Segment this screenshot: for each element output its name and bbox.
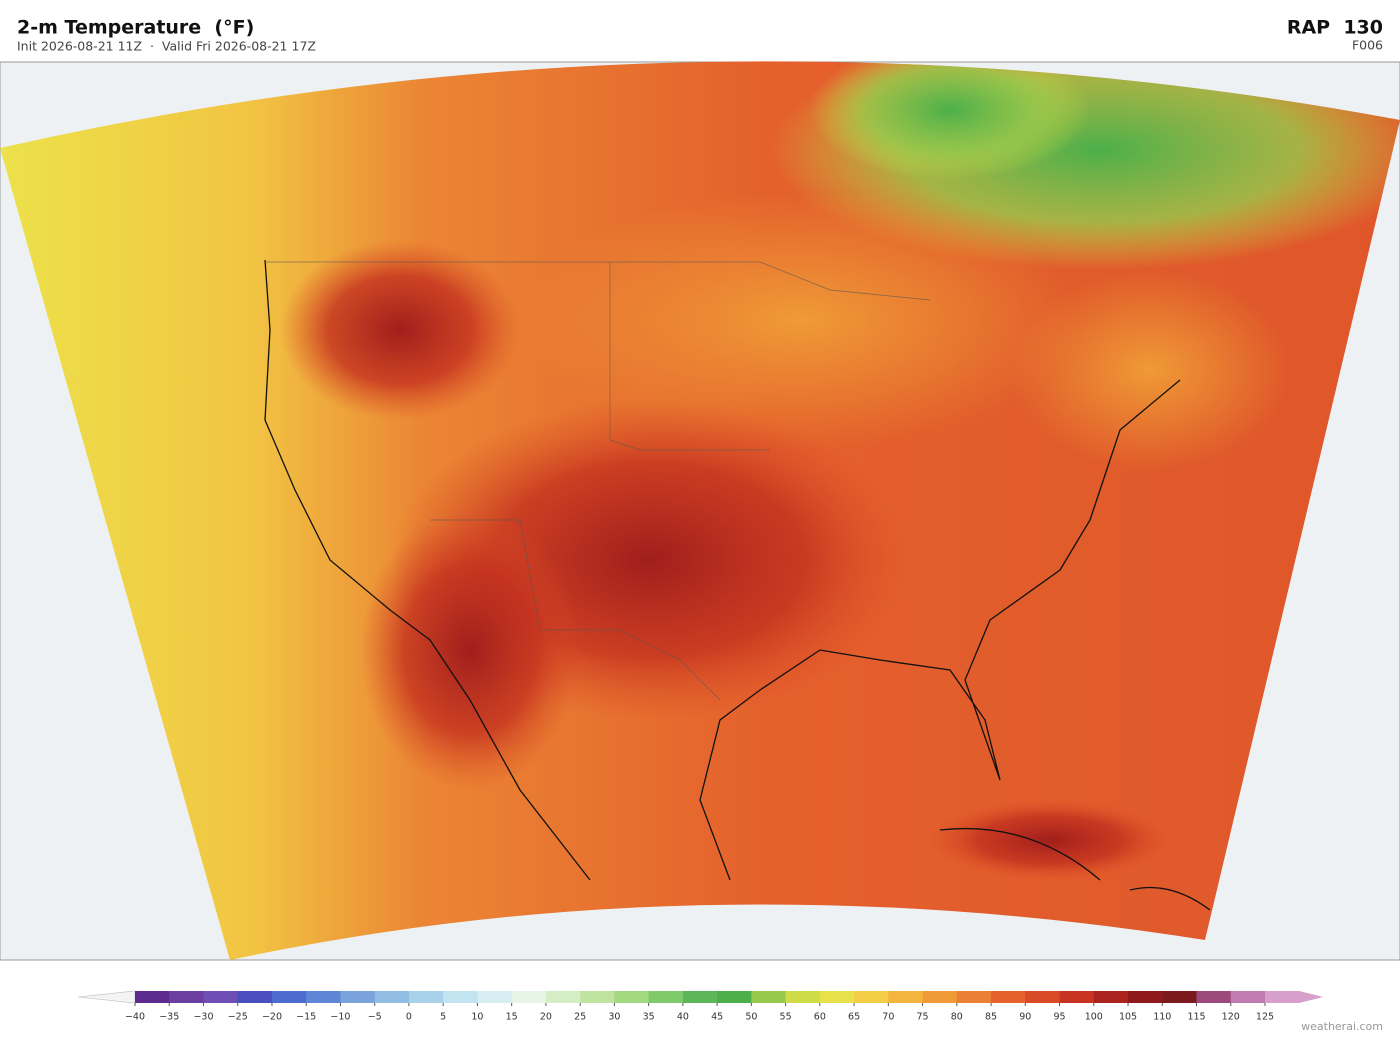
colorbar-tick-label: 5: [440, 1012, 446, 1023]
colorbar-tick-label: −15: [296, 1012, 316, 1023]
colorbar-tick-label: 110: [1153, 1012, 1171, 1023]
colorbar-bin: [237, 991, 273, 1003]
colorbar-bin: [408, 991, 444, 1003]
colorbar-bin: [751, 991, 787, 1003]
colorbar-bin: [888, 991, 924, 1003]
colorbar-tick-label: 115: [1187, 1012, 1205, 1023]
colorbar-tick-label: 10: [471, 1012, 483, 1023]
colorbar-bin: [922, 991, 958, 1003]
colorbar-tick-label: −10: [330, 1012, 350, 1023]
colorbar-tick-label: 95: [1053, 1012, 1065, 1023]
colorbar-bin: [614, 991, 650, 1003]
colorbar: −40 −35 −30 −25 −20 −15 −10 −5 0 5 10 15 20 25 30 35 40 4…: [77, 990, 1324, 1023]
colorbar-tick-label: 20: [540, 1012, 552, 1023]
colorbar-bin: [340, 991, 376, 1003]
colorbar-tick-label: 70: [882, 1012, 894, 1023]
colorbar-bin: [374, 991, 410, 1003]
forecast-hour: F006: [1352, 38, 1383, 53]
model-label: RAP 130: [1287, 17, 1383, 39]
colorbar-tick-label: 40: [677, 1012, 689, 1023]
colorbar-tick-label: 100: [1085, 1012, 1103, 1023]
colorbar-bin: [717, 991, 752, 1003]
title: 2-m Temperature (°F): [17, 17, 254, 39]
colorbar-bin: [443, 991, 478, 1003]
temperature-field: [0, 61, 1400, 960]
colorbar-tick-label: −5: [368, 1012, 382, 1023]
colorbar-tick-label: 0: [406, 1012, 412, 1023]
colorbar-bin: [1093, 991, 1129, 1003]
colorbar-bin: [991, 991, 1026, 1003]
colorbar-tick-label: −20: [262, 1012, 282, 1023]
borders: [265, 261, 931, 701]
subtitle: Init 2026-08-21 11Z · Valid Fri 2026-08-…: [17, 39, 316, 54]
colorbar-extend-high: [1299, 991, 1324, 1003]
colorbar-tick-label: 75: [917, 1012, 929, 1023]
colorbar-bin: [854, 991, 889, 1003]
colorbar-tick-label: 120: [1222, 1012, 1240, 1023]
colorbar-tick-label: 15: [506, 1012, 518, 1023]
colorbar-tick-label: 25: [574, 1012, 586, 1023]
colorbar-bin: [169, 991, 204, 1003]
colorbar-tick-label: −25: [228, 1012, 248, 1023]
colorbar-tick-label: 30: [608, 1012, 620, 1023]
colorbar-bin: [580, 991, 615, 1003]
colorbar-tick-label: 85: [985, 1012, 997, 1023]
colorbar-tick-label: 80: [951, 1012, 963, 1023]
colorbar-bin: [648, 991, 684, 1003]
colorbar-extend-low: [77, 990, 136, 1004]
colorbar-bin: [956, 991, 992, 1003]
colorbar-bin: [135, 991, 170, 1003]
colorbar-tick-label: 55: [780, 1012, 792, 1023]
colorbar-bin: [1059, 991, 1095, 1003]
colorbar-bin: [271, 991, 307, 1003]
colorbar-bin: [819, 991, 855, 1003]
colorbar-tick-label: 90: [1019, 1012, 1031, 1023]
colorbar-bin: [545, 991, 581, 1003]
colorbar-bin: [511, 991, 547, 1003]
credit: weatherai.com: [1301, 1020, 1383, 1033]
colorbar-bin: [1196, 991, 1232, 1003]
colorbar-bin: [477, 991, 513, 1003]
colorbar-tick-label: 50: [745, 1012, 757, 1023]
colorbar-bin: [682, 991, 718, 1003]
colorbar-bin: [1162, 991, 1198, 1003]
colorbar-bin: [306, 991, 341, 1003]
colorbar-tick-label: −35: [159, 1012, 179, 1023]
colorbar-tick-label: −40: [125, 1012, 145, 1023]
colorbar-tick-label: 105: [1119, 1012, 1137, 1023]
colorbar-tick-label: −30: [193, 1012, 213, 1023]
colorbar-bin: [1128, 991, 1163, 1003]
colorbar-tick-label: 45: [711, 1012, 723, 1023]
colorbar-bin: [1265, 991, 1300, 1003]
colorbar-tick-label: 125: [1256, 1012, 1274, 1023]
colorbar-tick-label: 60: [814, 1012, 826, 1023]
colorbar-bin: [1230, 991, 1266, 1003]
coastlines: [264, 259, 1211, 911]
colorbar-tick-label: 65: [848, 1012, 860, 1023]
colorbar-bin: [785, 991, 821, 1003]
colorbar-tick-label: 35: [643, 1012, 655, 1023]
colorbar-bin: [203, 991, 239, 1003]
colorbar-bin: [1025, 991, 1061, 1003]
